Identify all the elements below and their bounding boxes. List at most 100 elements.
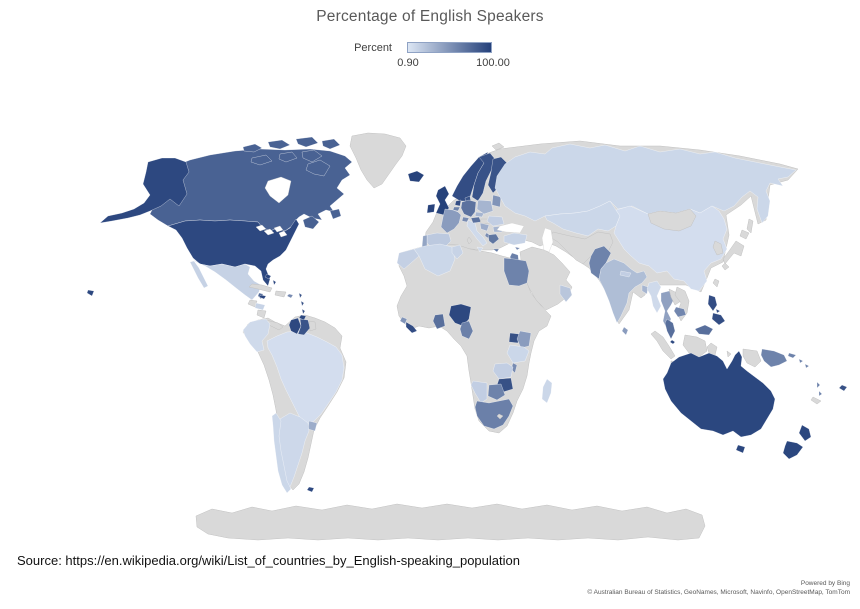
sardinia — [466, 236, 473, 245]
country-botswana[interactable] — [487, 383, 506, 401]
baltic-states[interactable] — [491, 194, 502, 208]
country-sri-lanka[interactable] — [621, 326, 629, 336]
country-brazil[interactable] — [266, 330, 345, 427]
country-philippines-visayas[interactable] — [715, 308, 721, 314]
country-japan-hokkaido — [739, 229, 750, 240]
country-chile[interactable] — [271, 412, 292, 494]
country-malaysia-peninsula[interactable] — [664, 318, 676, 340]
country-papua-new-guinea[interactable] — [760, 348, 788, 368]
country-bahamas[interactable] — [264, 273, 272, 280]
country-germany[interactable] — [460, 199, 477, 218]
country-cameroon[interactable] — [459, 320, 474, 340]
country-poland[interactable] — [476, 199, 494, 215]
canada-baffin-north[interactable] — [301, 149, 323, 163]
country-albania[interactable] — [484, 232, 490, 239]
country-tunisia[interactable] — [451, 244, 464, 260]
country-guyana[interactable] — [288, 317, 302, 335]
country-united-states-alaska[interactable] — [99, 157, 190, 224]
country-philippines-mindanao[interactable] — [711, 312, 726, 326]
canada-arctic-island[interactable] — [321, 138, 341, 150]
country-honduras[interactable] — [254, 302, 266, 311]
source-text: Source: https://en.wikipedia.org/wiki/Li… — [17, 553, 520, 568]
country-philippines-luzon[interactable] — [707, 294, 718, 312]
legend-min-label: 0.90 — [397, 57, 419, 69]
country-solomon-islands[interactable] — [798, 358, 804, 364]
canada-baffin-south[interactable] — [305, 159, 331, 177]
canada-arctic-island[interactable] — [295, 136, 319, 148]
falkland-islands[interactable] — [306, 486, 315, 493]
country-korea — [712, 240, 724, 256]
canada-arctic-island[interactable] — [278, 151, 298, 163]
country-tanzania[interactable] — [506, 344, 530, 364]
country-nicaragua — [256, 309, 267, 319]
country-madagascar[interactable] — [541, 378, 553, 404]
country-png-new-britain[interactable] — [787, 352, 797, 359]
lesser-antilles-island[interactable] — [300, 300, 305, 307]
country-sweden[interactable] — [471, 152, 496, 202]
country-myanmar[interactable] — [646, 280, 662, 314]
country-switzerland[interactable] — [461, 216, 470, 223]
country-uae-oman[interactable] — [559, 284, 573, 303]
country-south-africa[interactable] — [474, 398, 514, 430]
country-cyprus[interactable] — [514, 246, 521, 251]
country-liberia[interactable] — [405, 321, 418, 334]
country-uganda[interactable] — [508, 332, 520, 344]
country-croatia-serbia[interactable] — [479, 222, 490, 232]
country-cambodia[interactable] — [673, 306, 687, 318]
country-fiji[interactable] — [838, 384, 848, 392]
lesser-antilles-island[interactable] — [298, 292, 303, 299]
country-malaysia-borneo[interactable] — [694, 324, 714, 336]
country-united-states-hawaii[interactable] — [86, 289, 95, 297]
country-new-zealand-south[interactable] — [782, 440, 804, 460]
taiwan — [712, 278, 720, 288]
lesser-antilles-island[interactable] — [301, 308, 306, 315]
country-greece[interactable] — [487, 233, 500, 245]
country-jamaica[interactable] — [258, 294, 267, 300]
country-uruguay[interactable] — [307, 420, 318, 432]
country-suriname[interactable] — [297, 318, 311, 336]
country-austria[interactable] — [470, 216, 482, 224]
country-japan-kyushu — [721, 262, 730, 271]
country-puerto-rico[interactable] — [286, 293, 294, 299]
country-vanuatu[interactable] — [816, 381, 821, 389]
country-singapore[interactable] — [669, 339, 676, 345]
country-italy[interactable] — [466, 219, 488, 247]
country-netherlands[interactable] — [454, 199, 462, 207]
country-iceland[interactable] — [407, 170, 425, 183]
country-ireland[interactable] — [426, 203, 436, 214]
country-solomon-islands[interactable] — [804, 363, 810, 369]
country-italy-sicily[interactable] — [476, 246, 484, 253]
country-turkey[interactable] — [503, 232, 528, 246]
country-ghana[interactable] — [432, 313, 446, 330]
country-mexico-baja[interactable] — [189, 260, 209, 289]
country-russia[interactable] — [494, 143, 797, 224]
legend-label: Percent — [354, 42, 392, 54]
country-india[interactable] — [598, 258, 648, 324]
country-kenya[interactable] — [516, 330, 532, 349]
country-greece-crete[interactable] — [492, 248, 500, 253]
country-bahamas[interactable] — [272, 279, 277, 286]
country-colombia[interactable] — [242, 318, 271, 353]
chart-title: Percentage of English Speakers — [316, 8, 544, 25]
country-egypt[interactable] — [503, 257, 530, 287]
country-australia[interactable] — [662, 350, 776, 438]
country-bangladesh[interactable] — [641, 284, 649, 295]
country-canada-newfoundland[interactable] — [329, 208, 342, 220]
canada-victoria-island[interactable] — [250, 154, 273, 166]
country-nepal[interactable] — [619, 270, 632, 278]
country-france[interactable] — [440, 208, 462, 234]
country-czechia[interactable] — [474, 211, 485, 218]
country-zambia[interactable] — [492, 362, 514, 380]
canada-arctic-island[interactable] — [267, 139, 291, 150]
country-australia-tasmania[interactable] — [735, 444, 746, 454]
country-new-zealand-north[interactable] — [798, 424, 812, 442]
country-algeria[interactable] — [413, 243, 456, 277]
country-sierra-leone[interactable] — [399, 316, 408, 325]
country-romania[interactable] — [486, 215, 505, 227]
canada-arctic-island[interactable] — [242, 143, 263, 153]
country-portugal[interactable] — [421, 234, 428, 248]
country-belgium[interactable] — [452, 206, 461, 212]
country-vanuatu[interactable] — [818, 390, 823, 397]
country-canada-maritimes[interactable] — [302, 215, 320, 230]
